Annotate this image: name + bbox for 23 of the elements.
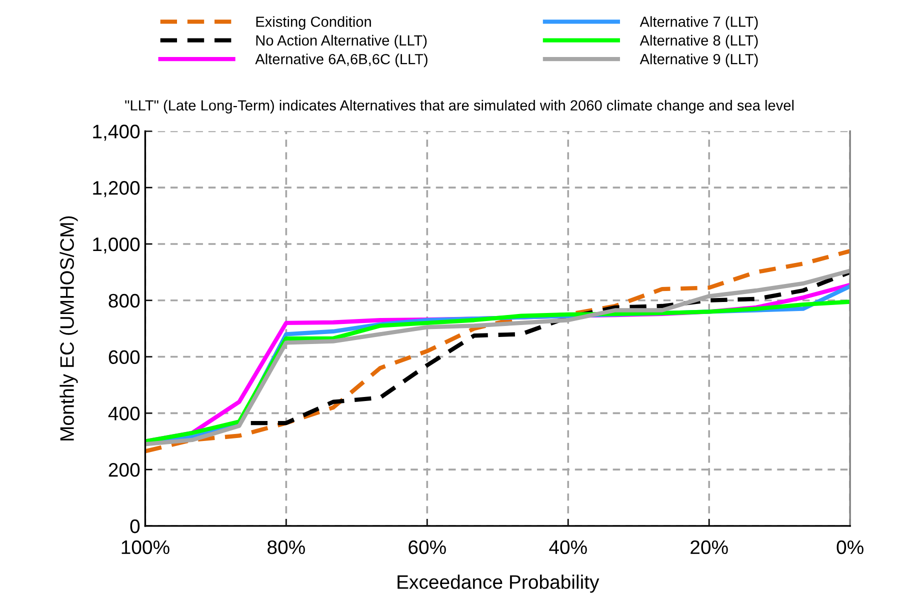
y-tick-label: 200 (108, 463, 140, 477)
y-tick-label: 800 (108, 294, 140, 308)
legend-label: No Action Alternative (LLT) (256, 34, 427, 48)
legend-label: Alternative 8 (LLT) (640, 34, 758, 48)
y-tick-label: 1,400 (93, 124, 140, 141)
x-tick-label: 20% (690, 540, 728, 554)
x-tick-label: 40% (549, 540, 587, 554)
legend-label: Existing Condition (256, 16, 371, 30)
y-tick-label: 1,200 (93, 181, 140, 198)
x-tick-label: 80% (268, 540, 305, 554)
y-tick-label: 400 (108, 406, 140, 420)
y-tick-label: 1,000 (93, 237, 140, 254)
y-tick-label: 600 (108, 350, 140, 364)
y-tick-label: 0 (130, 519, 140, 534)
x-tick-label: 100% (122, 540, 170, 554)
x-tick-label: 0% (836, 540, 864, 554)
x-axis-title: Exceedance Probability (398, 574, 600, 593)
text: "LLT" (Late Long-Term) indicates Alternatives that are simulated with 2060 climate change and sea level (125, 100, 794, 114)
legend-label: Alternative 9 (LLT) (640, 54, 758, 68)
x-tick-label: 60% (408, 540, 446, 554)
legend-label: Alternative 7 (LLT) (640, 16, 758, 30)
legend-label: Alternative 6A,6B,6C (LLT) (255, 54, 428, 68)
y-axis-title: Monthly EC (UMHOS/CM) (60, 216, 78, 440)
